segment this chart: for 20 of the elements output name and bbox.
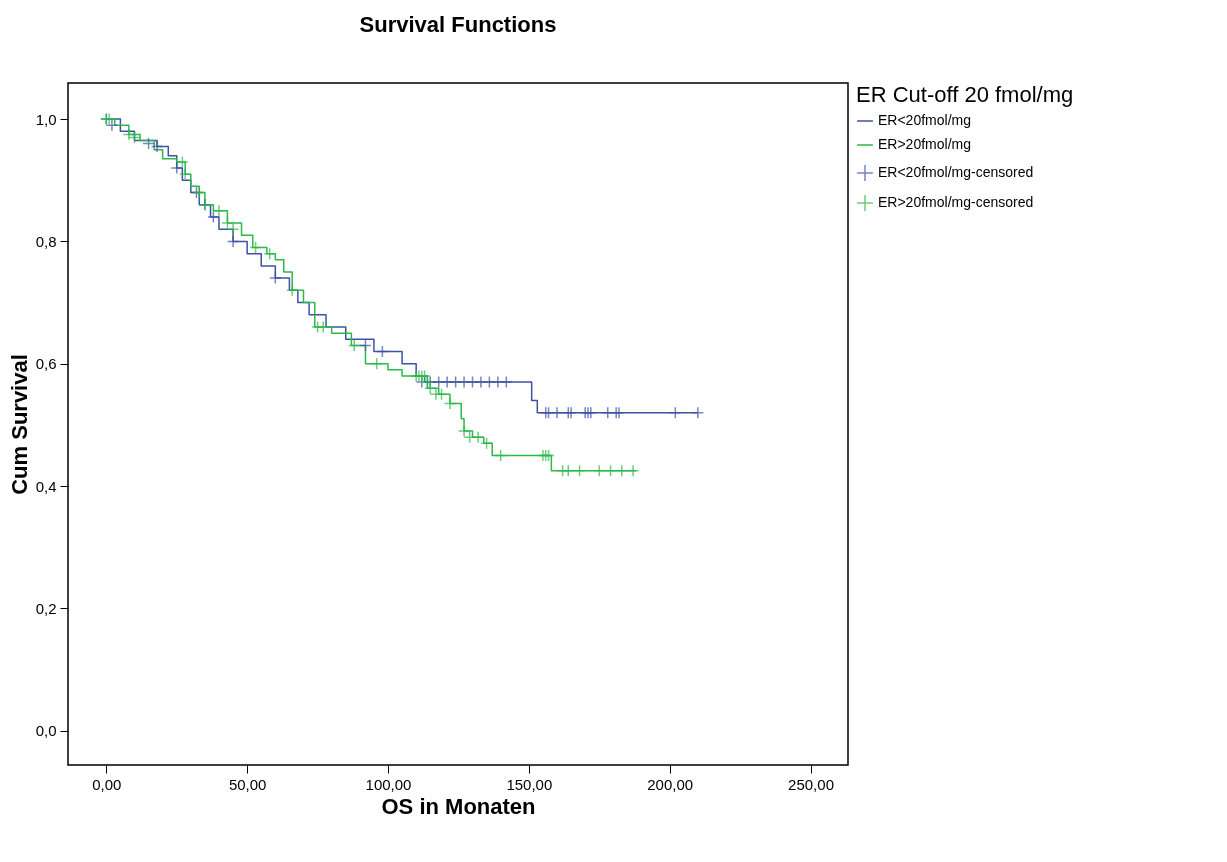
chart-title: Survival Functions bbox=[359, 12, 557, 37]
x-tick-label: 0,00 bbox=[92, 775, 122, 793]
legend-label: ER<20fmol/mg bbox=[878, 112, 971, 128]
x-axis-title: OS in Monaten bbox=[381, 793, 536, 819]
y-tick-label: 1,0 bbox=[35, 110, 57, 128]
y-axis-title: Cum Survival bbox=[6, 354, 32, 495]
y-tick-label: 0,8 bbox=[35, 232, 57, 250]
legend-title: ER Cut-off 20 fmol/mg bbox=[856, 82, 1074, 107]
y-tick-label: 0,4 bbox=[35, 477, 57, 495]
x-tick-label: 250,00 bbox=[788, 775, 834, 793]
x-tick-label: 150,00 bbox=[506, 775, 553, 793]
x-tick-label: 200,00 bbox=[647, 775, 694, 793]
x-tick-label: 50,00 bbox=[228, 775, 267, 793]
y-tick-label: 0,0 bbox=[35, 722, 57, 740]
y-tick-label: 0,6 bbox=[35, 355, 57, 373]
y-tick-label: 0,2 bbox=[35, 599, 57, 617]
legend-label: ER<20fmol/mg-censored bbox=[878, 164, 1034, 180]
legend-label: ER>20fmol/mg-censored bbox=[878, 194, 1034, 210]
legend-label: ER>20fmol/mg bbox=[878, 136, 971, 152]
x-tick-label: 100,00 bbox=[365, 775, 412, 793]
